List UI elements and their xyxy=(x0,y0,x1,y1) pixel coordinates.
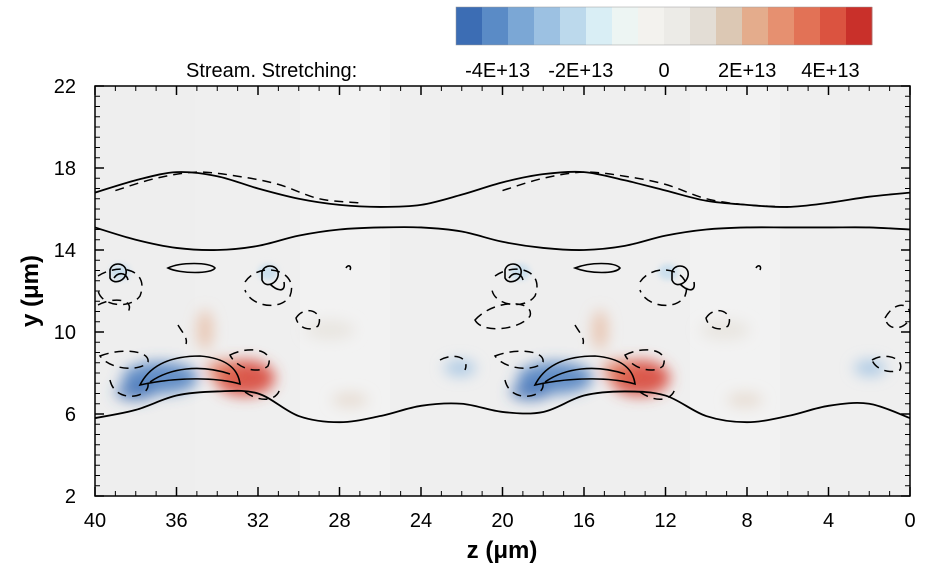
colorbar-swatch xyxy=(846,7,873,45)
colorbar-swatch xyxy=(534,7,561,45)
x-tick-label: 16 xyxy=(573,510,595,532)
colorbar-swatch xyxy=(456,7,483,45)
colorbar-swatch xyxy=(638,7,665,45)
colorbar-swatch xyxy=(560,7,587,45)
legend-tick-label: -2E+13 xyxy=(548,60,613,82)
colorbar-swatch xyxy=(508,7,535,45)
legend-tick-label: 0 xyxy=(658,60,669,82)
x-tick-label: 8 xyxy=(741,510,752,532)
colorbar-swatch xyxy=(482,7,509,45)
dashed-contour-line xyxy=(115,171,360,204)
y-axis-title: y (μm) xyxy=(17,255,44,327)
solid-contour-line xyxy=(95,226,910,251)
colorbar-swatch xyxy=(664,7,691,45)
dashed-contour-line xyxy=(502,171,788,208)
x-tick-label: 12 xyxy=(654,510,676,532)
colorbar xyxy=(455,6,873,46)
y-tick-label: 10 xyxy=(54,322,76,344)
y-tick-label: 22 xyxy=(54,76,76,98)
legend-tick-label: 4E+13 xyxy=(801,60,859,82)
legend-tick-label: -4E+13 xyxy=(465,60,530,82)
x-tick-label: 0 xyxy=(904,510,915,532)
solid-contour-line xyxy=(95,389,910,424)
x-tick-label: 4 xyxy=(823,510,834,532)
x-tick-label: 40 xyxy=(84,510,106,532)
colorbar-swatch xyxy=(690,7,717,45)
x-tick-label: 20 xyxy=(491,510,513,532)
field-shading xyxy=(95,86,886,496)
colorbar-swatch xyxy=(768,7,795,45)
x-tick-label: 24 xyxy=(410,510,432,532)
legend-tick-label: 2E+13 xyxy=(718,60,776,82)
colorbar-frame xyxy=(455,6,873,46)
y-tick-label: 6 xyxy=(65,404,76,426)
colorbar-swatch xyxy=(794,7,821,45)
legend-tick-labels: -4E+13 -2E+13 0 2E+13 4E+13 xyxy=(465,60,860,82)
x-tick-label: 36 xyxy=(165,510,187,532)
colorbar-swatch xyxy=(716,7,743,45)
solid-contour-line xyxy=(95,170,910,208)
legend-label: Stream. Stretching: xyxy=(186,60,357,82)
contour-lines xyxy=(95,170,910,424)
x-axis-title: z (μm) xyxy=(467,537,538,564)
colorbar-swatch xyxy=(586,7,613,45)
y-tick-label: 14 xyxy=(54,240,76,262)
colorbar-swatch xyxy=(742,7,769,45)
y-tick-label: 18 xyxy=(54,158,76,180)
y-tick-label: 2 xyxy=(65,486,76,508)
colorbar-swatch xyxy=(612,7,639,45)
x-tick-label: 28 xyxy=(328,510,350,532)
colorbar-swatch xyxy=(820,7,847,45)
x-tick-label: 32 xyxy=(247,510,269,532)
